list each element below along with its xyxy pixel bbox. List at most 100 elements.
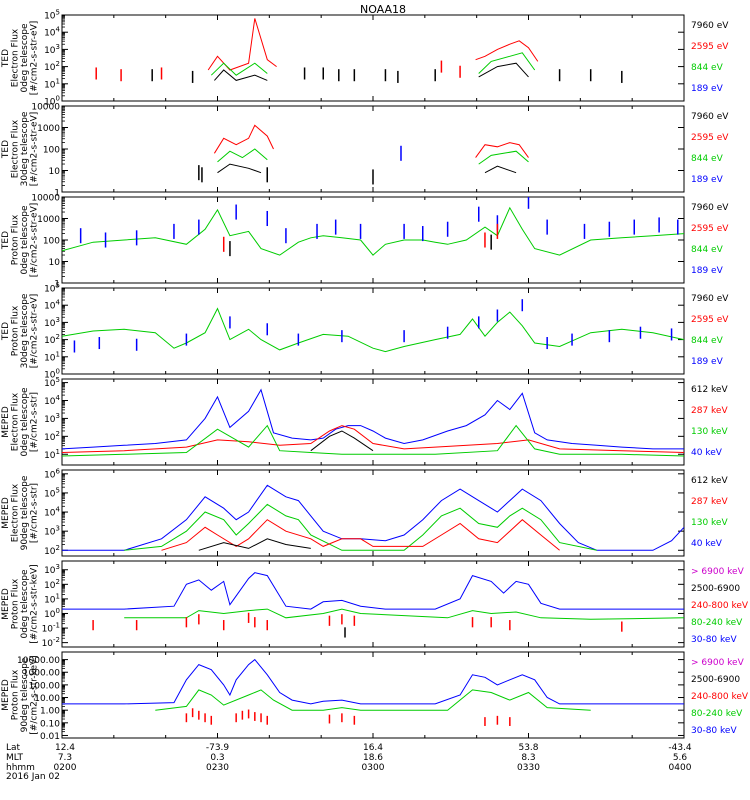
legend-entry: 240-800 keV	[691, 692, 749, 702]
y-tick-label: 105	[44, 282, 60, 295]
series-group	[198, 124, 529, 185]
legend-entry: 240-800 keV	[691, 601, 749, 611]
y-axis-label-line: MEPED	[1, 679, 11, 711]
y-axis-label-line: [#/cm2-s-str-keV]	[30, 564, 40, 643]
footer-value: 53.8	[518, 743, 538, 753]
y-axis-label-line: MEPED	[1, 497, 11, 529]
y-axis-label-line: [#/cm2-s-str-keV]	[30, 655, 40, 734]
panel-frame	[61, 287, 685, 375]
footer-value: -73.9	[206, 743, 230, 753]
y-tick-label: 101	[44, 77, 60, 90]
series-line	[207, 18, 277, 71]
series-line	[62, 424, 684, 457]
footer-row-label: hhmm	[6, 763, 35, 773]
series-line	[62, 658, 684, 705]
y-axis-label-line: TED	[1, 322, 11, 341]
y-tick-label: 104	[44, 26, 60, 39]
y-tick-label: 101	[44, 592, 60, 605]
series-line	[62, 307, 684, 353]
series-group	[62, 572, 684, 638]
legend-entry: 189 eV	[691, 84, 724, 94]
panel-2: 1 10 100 1000 10000 TED Electron Flux 30deg tel…	[1, 103, 729, 199]
y-axis-label-line: Electron Flux	[11, 28, 21, 87]
legend-entry: 7960 eV	[691, 21, 729, 31]
footer-value: 7.3	[58, 753, 72, 763]
legend-entry: 2500-6900	[691, 675, 740, 685]
y-tick-label: 10000.00	[17, 656, 60, 666]
y-axis-label-line: TED	[1, 231, 11, 250]
panel-frame	[61, 469, 685, 557]
legend-entry: 7960 eV	[691, 294, 729, 304]
y-axis-label-line: Proton Flux	[11, 669, 21, 720]
y-axis-label-line: Proton Flux	[11, 214, 21, 265]
y-axis-label-line: Proton Flux	[11, 578, 21, 629]
footer-value: 0400	[669, 763, 692, 773]
y-tick-label: 102	[44, 60, 60, 73]
footer-value: 16.4	[363, 743, 383, 753]
legend-entry: 189 eV	[691, 175, 724, 185]
y-tick-label: 104	[44, 394, 60, 407]
series-line	[484, 165, 517, 174]
series-line	[478, 62, 529, 78]
y-tick-label: 105	[44, 9, 60, 22]
y-tick-label: 106	[44, 467, 60, 480]
legend-entry: 30-80 keV	[691, 635, 737, 645]
series-group	[95, 18, 623, 83]
y-axis-label-line: MEPED	[1, 406, 11, 438]
y-tick-label: 103	[44, 316, 60, 329]
legend-entry: 2500-6900	[691, 584, 740, 594]
y-tick-label: 101	[44, 448, 60, 461]
series-line	[62, 206, 684, 256]
legend-entry: 80-240 keV	[691, 618, 743, 628]
legend-entry: 2595 eV	[691, 133, 729, 143]
panel-frame	[61, 651, 685, 739]
y-tick-label: 0.01	[40, 732, 60, 742]
panel-8: 0.01 0.10 1.00 10.00 100.00 1000.00 10000.00 ME…	[1, 651, 749, 742]
series-group	[62, 484, 684, 551]
legend-entry: 287 keV	[691, 497, 728, 507]
series-line	[310, 430, 374, 452]
legend-entry: > 6900 keV	[691, 567, 745, 577]
y-tick-label: 101	[44, 350, 60, 363]
legend-entry: 612 keV	[691, 385, 728, 395]
series-line	[214, 69, 268, 81]
y-tick-label: 102	[44, 544, 60, 557]
y-axis-label-line: 0deg telescope	[20, 23, 30, 93]
legend-entry: > 6900 keV	[691, 658, 745, 668]
series-line	[62, 484, 684, 551]
legend-entry: 2595 eV	[691, 224, 729, 234]
y-tick-label: 104	[44, 299, 60, 312]
y-axis-label-line: 30deg telescope	[20, 111, 30, 186]
series-line	[217, 148, 268, 163]
y-tick-label: 103	[44, 412, 60, 425]
y-tick-label: 1000.00	[23, 669, 60, 679]
series-line	[475, 142, 529, 158]
footer-value: 0300	[362, 763, 385, 773]
series-line	[62, 425, 684, 453]
y-tick-label: 102	[44, 578, 60, 591]
y-axis-label-line: [#/cm2-s-str-eV]	[30, 203, 40, 278]
series-line	[62, 388, 684, 450]
series-line	[478, 150, 529, 165]
legend-entry: 7960 eV	[691, 112, 729, 122]
y-tick-label: 1000	[37, 124, 60, 134]
y-axis-label-line: [#/cm2-s-str-eV]	[30, 21, 40, 96]
legend-entry: 844 eV	[691, 336, 724, 346]
y-axis-label-line: Electron Flux	[11, 119, 21, 178]
y-axis-label-line: [#/cm2-s-str-eV]	[30, 294, 40, 369]
y-axis-label-line: MEPED	[1, 588, 11, 620]
y-tick-label: 104	[44, 506, 60, 519]
footer-value: 0.3	[210, 753, 224, 763]
y-axis-label-line: 0deg telescope	[20, 387, 30, 457]
series-line	[62, 572, 684, 610]
series-line	[213, 124, 274, 154]
footer-value: 5.6	[673, 753, 688, 763]
series-line	[198, 538, 311, 551]
y-tick-label: 102	[44, 333, 60, 346]
y-tick-label: 10	[49, 258, 61, 268]
y-tick-label: 1.00	[40, 707, 60, 717]
series-line	[478, 52, 536, 74]
y-tick-label: 10.00	[34, 694, 60, 704]
